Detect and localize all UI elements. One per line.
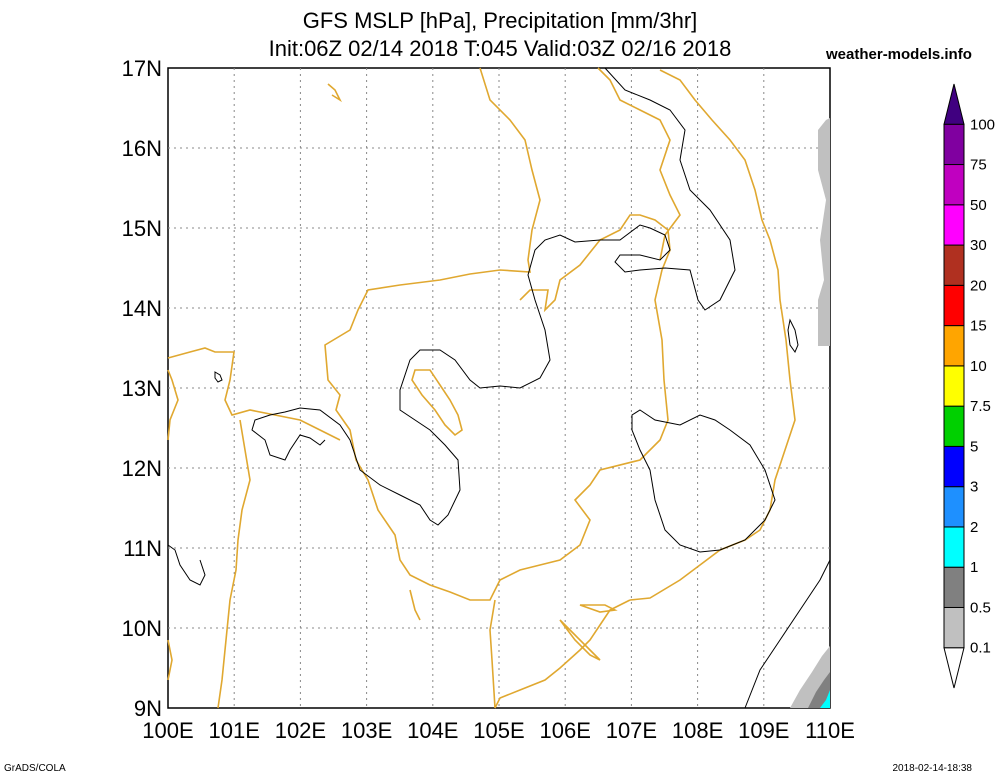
colorbar-swatch [943, 365, 965, 407]
border-thai-cambodia-laos [324, 67, 671, 601]
colorbar-label: 30 [970, 237, 987, 254]
lon-label: 108E [672, 718, 723, 743]
lat-label: 14N [122, 296, 162, 321]
coast-north-fragment [327, 83, 342, 103]
colorbar-arrow-low [943, 647, 965, 689]
lat-label: 11N [123, 536, 162, 561]
coast-mekong-delta [494, 599, 631, 709]
isobar-sw-corner [744, 559, 831, 709]
map-title-line1: GFS MSLP [hPa], Precipitation [mm/3hr] [302, 8, 698, 33]
isobars [167, 67, 831, 709]
colorbar-label: 0.5 [970, 599, 991, 616]
colorbar-swatch [943, 526, 965, 568]
colorbar-label: 50 [970, 197, 987, 214]
colorbar-swatch [943, 123, 965, 166]
isobar-north-laos [251, 67, 736, 526]
graticule [168, 68, 830, 708]
lat-label: 9N [134, 696, 162, 721]
lon-label: 102E [275, 718, 326, 743]
coast-gulf-thailand [167, 347, 341, 441]
lat-label: 13N [122, 376, 162, 401]
lon-label: 100E [142, 718, 193, 743]
colorbar-label: 2 [970, 519, 978, 536]
coast-west-south [217, 419, 251, 709]
colorbar-arrow-high [943, 83, 965, 125]
lon-label: 109E [738, 718, 789, 743]
border-laos-vietnam [597, 67, 681, 261]
isobar-sea-loop [787, 318, 799, 354]
longitude-labels: 100E 101E 102E 103E 104E 105E 106E 107E 108E 109E… [142, 718, 855, 743]
lon-label: 110E [805, 718, 855, 743]
lon-label: 105E [473, 718, 524, 743]
colorbar-swatch [943, 325, 965, 367]
lon-label: 104E [407, 718, 458, 743]
colorbar-label: 0.1 [970, 640, 991, 657]
map-title-line2: Init:06Z 02/14 2018 T:045 Valid:03Z 02/1… [268, 36, 732, 61]
colorbar-label: 7.5 [970, 398, 991, 415]
colorbar-swatch [943, 244, 965, 286]
coast-south-fragment [167, 639, 173, 681]
lat-label: 16N [122, 136, 162, 161]
generation-timestamp: 2018-02-14-18:38 [892, 763, 972, 774]
border-inner-cambodia [489, 599, 496, 709]
lon-label: 106E [540, 718, 591, 743]
precip-patch-1 [820, 690, 830, 708]
colorbar-label: 15 [970, 318, 987, 335]
lon-label: 101E [209, 718, 260, 743]
colorbar-label: 5 [970, 438, 978, 455]
precip-colorbar: 0.1 0.5 1 2 3 5 7.5 10 15 20 30 50 75 100 [943, 83, 995, 689]
lon-label: 103E [341, 718, 392, 743]
colorbar-swatch [943, 164, 965, 206]
coast-phu-quoc-area [409, 589, 421, 621]
coastlines-borders [167, 67, 796, 709]
site-credit: weather-models.info [826, 46, 972, 63]
software-credit: GrADS/COLA [4, 763, 66, 774]
colorbar-label: 10 [970, 358, 987, 375]
colorbar-label: 75 [970, 157, 987, 174]
colorbar-label: 3 [970, 479, 978, 496]
lat-label: 10N [122, 616, 162, 641]
coast-vietnam-central [629, 69, 796, 601]
lat-label: 12N [122, 456, 162, 481]
isobar-south-vietnam [631, 409, 776, 553]
isobar-small-loop [214, 371, 223, 383]
colorbar-label: 20 [970, 277, 987, 294]
precip-patch-0.5 [808, 672, 830, 708]
colorbar-label: 100 [970, 116, 995, 133]
lat-label: 17N [122, 56, 162, 81]
colorbar-swatch [943, 566, 965, 608]
colorbar-label: 1 [970, 559, 978, 576]
colorbar-swatch [943, 445, 965, 488]
lat-label: 15N [122, 216, 162, 241]
tonle-sap [411, 369, 463, 437]
colorbar-swatch [943, 405, 965, 447]
coast-west-peninsula [167, 369, 179, 441]
colorbar-swatch [943, 284, 965, 327]
precipitation-area [790, 118, 830, 708]
isobar-west-edge [167, 544, 206, 586]
colorbar-swatch [943, 204, 965, 246]
mekong-delta-islands [579, 604, 618, 613]
colorbar-swatch [943, 486, 965, 528]
precip-patch-0.1 [818, 118, 830, 346]
colorbar-swatch [943, 606, 965, 649]
lon-label: 107E [606, 718, 657, 743]
mekong-islands [559, 619, 601, 661]
latitude-labels: 17N 16N 15N 14N 13N 12N 11N 10N 9N [122, 56, 162, 721]
